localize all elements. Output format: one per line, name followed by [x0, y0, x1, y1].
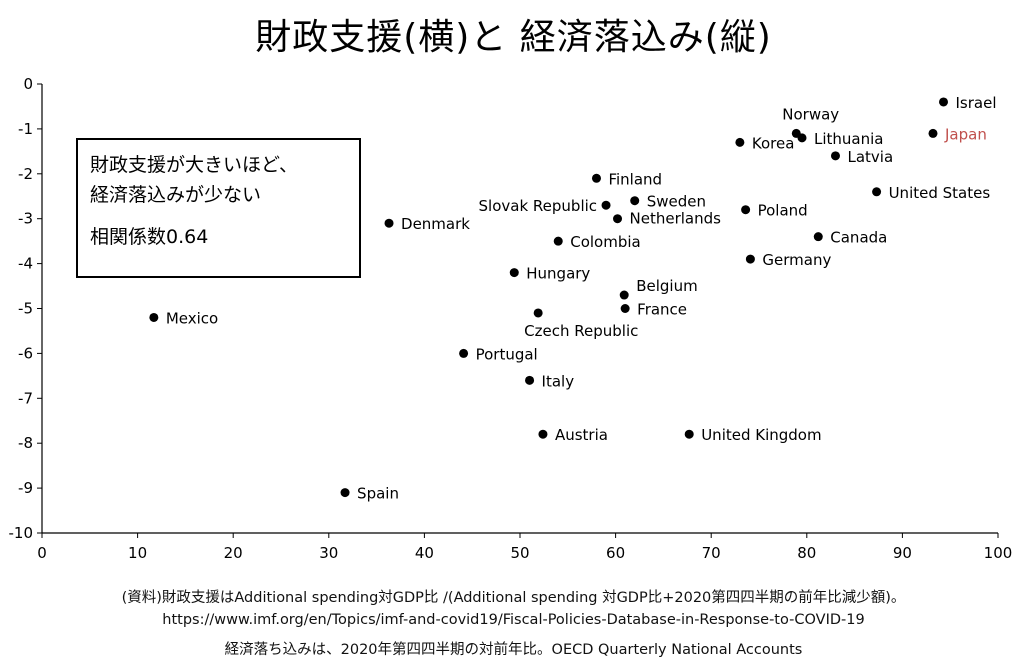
x-tick-label: 90	[893, 544, 912, 562]
y-tick-label: -7	[18, 389, 33, 407]
y-tick-label: -3	[18, 210, 33, 228]
data-point-label: Canada	[830, 229, 887, 247]
x-tick-label: 40	[415, 544, 434, 562]
x-tick-label: 100	[984, 544, 1013, 562]
data-point-label: France	[637, 301, 687, 319]
x-tick-label: 50	[510, 544, 529, 562]
data-point-label: Finland	[608, 170, 662, 188]
data-point-label: Mexico	[166, 309, 218, 327]
data-point-label: Germany	[762, 251, 831, 269]
annotation-box: 財政支援が大きいほど、 経済落込みが少ない 相関係数0.64	[76, 138, 361, 278]
data-point-label: Spain	[357, 485, 399, 503]
x-tick-label: 30	[319, 544, 338, 562]
data-point-label: Denmark	[401, 215, 470, 233]
data-point	[613, 214, 623, 224]
data-point	[630, 196, 640, 206]
data-point	[601, 200, 611, 210]
x-tick-label: 10	[128, 544, 147, 562]
data-point	[939, 97, 949, 107]
y-tick-label: -1	[18, 120, 33, 138]
data-point-label: United Kingdom	[701, 426, 821, 444]
data-point-label: Belgium	[636, 277, 698, 295]
y-tick-label: 0	[23, 75, 33, 93]
data-point	[384, 218, 394, 228]
data-point-label: Hungary	[526, 265, 590, 283]
data-point-label: Colombia	[570, 233, 641, 251]
data-point	[149, 312, 159, 322]
chart-title: 財政支援(横)と 経済落込み(縦)	[255, 17, 772, 58]
y-tick-label: -10	[9, 524, 34, 542]
data-point	[741, 205, 751, 215]
data-point-label: Netherlands	[630, 210, 722, 228]
data-point	[928, 128, 938, 138]
y-tick-label: -4	[18, 255, 33, 273]
y-tick-label: -2	[18, 165, 33, 183]
data-point-label: Italy	[542, 372, 575, 390]
data-point-label: Japan	[944, 125, 987, 143]
data-point-label: Latvia	[847, 148, 893, 166]
annotation-line-2: 経済落込みが少ない	[90, 184, 262, 206]
data-point	[735, 137, 745, 147]
data-point-label: Korea	[752, 134, 795, 152]
data-point	[797, 133, 807, 143]
annotation-correlation: 相関係数0.64	[90, 226, 209, 248]
data-point	[813, 232, 823, 242]
data-point-label: Austria	[555, 426, 608, 444]
x-tick-label: 60	[606, 544, 625, 562]
data-point	[830, 151, 840, 161]
data-point	[538, 429, 548, 439]
data-point-label: Sweden	[647, 193, 706, 211]
data-point-label: Norway	[782, 105, 839, 123]
annotation-line-1: 財政支援が大きいほど、	[90, 154, 299, 176]
data-point-label: Czech Republic	[524, 322, 638, 340]
data-point	[459, 348, 469, 358]
data-point	[591, 173, 601, 183]
x-tick-label: 80	[797, 544, 816, 562]
data-point	[533, 308, 543, 318]
data-point	[620, 304, 630, 313]
x-tick-label: 20	[224, 544, 243, 562]
x-tick-label: 70	[702, 544, 721, 562]
data-point	[745, 254, 755, 264]
data-point	[509, 268, 519, 278]
data-point-label: Lithuania	[814, 130, 883, 148]
data-point	[525, 375, 535, 385]
y-tick-label: -5	[18, 300, 33, 318]
data-point	[684, 429, 694, 439]
data-point	[872, 187, 882, 197]
data-point-label: Israel	[956, 94, 997, 112]
data-point	[553, 236, 563, 246]
y-tick-label: -6	[18, 344, 33, 362]
source-line-1: (資料)財政支援はAdditional spending対GDP比 /(Addi…	[121, 590, 906, 606]
y-tick-label: -9	[18, 479, 33, 497]
y-tick-label: -8	[18, 434, 33, 452]
data-point-label: Poland	[758, 202, 808, 220]
data-point	[340, 488, 350, 498]
source-line-2: https://www.imf.org/en/Topics/imf-and-co…	[162, 612, 865, 628]
source-line-3: 経済落ち込みは、2020年第四四半期の対前年比。OECD Quarterly N…	[224, 642, 803, 658]
data-point-label: Portugal	[476, 345, 538, 363]
data-point-label: Slovak Republic	[479, 197, 598, 215]
x-tick-label: 0	[37, 544, 47, 562]
data-point-label: United States	[889, 184, 991, 202]
data-point	[619, 290, 629, 300]
